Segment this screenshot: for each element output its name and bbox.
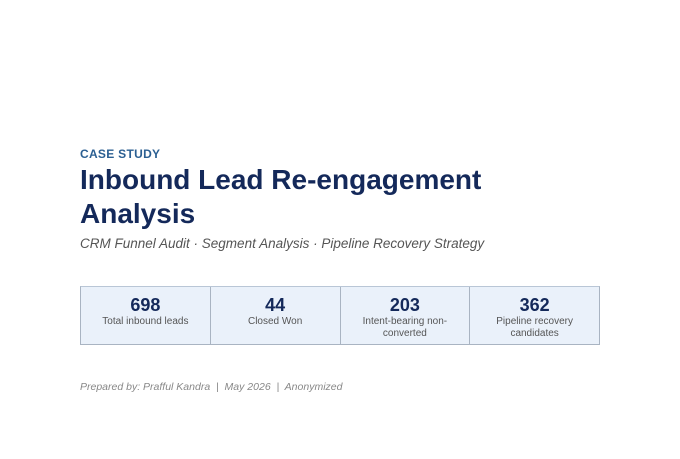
stat-value: 362: [519, 295, 550, 315]
stat-label: Pipeline recovery candidates: [496, 316, 573, 339]
stat-cell: 44 Closed Won: [211, 287, 341, 344]
stat-cell: 362 Pipeline recovery candidates: [470, 287, 599, 344]
footer: Prepared by: Prafful Kandra | May 2026 |…: [80, 381, 343, 393]
stat-cell: 203 Intent-bearing non-converted: [341, 287, 471, 344]
stat-label: Total inbound leads: [102, 316, 189, 327]
stat-cell: 698 Total inbound leads: [81, 287, 211, 344]
stat-value: 203: [389, 295, 420, 315]
stat-value: 44: [265, 295, 286, 315]
stat-label: Intent-bearing non-converted: [362, 316, 448, 339]
stat-label: Closed Won: [247, 316, 303, 327]
title: Inbound Lead Re-engagement Analysis: [80, 164, 482, 229]
stats-panel: 698 Total inbound leads 44 Closed Won 203 Int…: [80, 286, 600, 345]
stat-value: 698: [130, 295, 161, 315]
eyebrow: CASE STUDY: [80, 147, 161, 161]
subtitle: CRM Funnel Audit · Segment Analysis · Pi…: [80, 236, 485, 251]
